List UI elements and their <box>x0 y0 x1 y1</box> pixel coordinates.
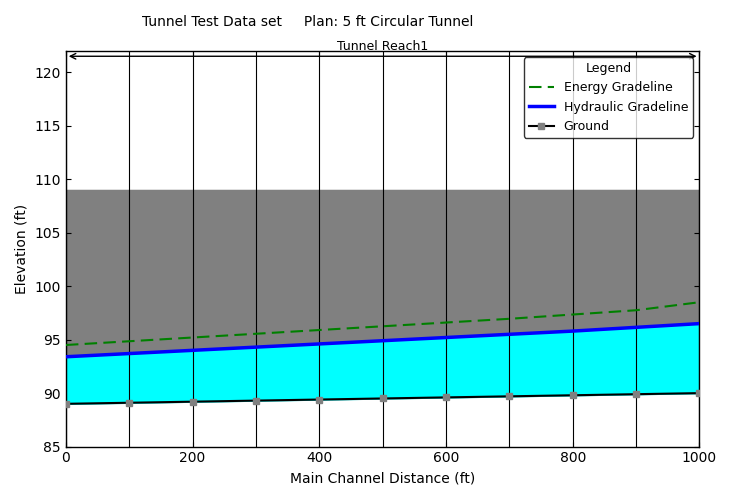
Line: Energy Gradeline: Energy Gradeline <box>66 302 700 345</box>
Energy Gradeline <box>568 312 577 318</box>
Energy Gradeline <box>505 316 514 322</box>
Line: Ground: Ground <box>62 390 703 407</box>
Line: Hydraulic Gradeline: Hydraulic Gradeline <box>66 324 700 357</box>
Ground <box>188 398 197 404</box>
Hydraulic Gradeline <box>695 320 704 326</box>
Energy Gradeline <box>252 331 261 337</box>
Ground <box>315 396 324 402</box>
Energy Gradeline <box>632 307 640 313</box>
Energy Gradeline <box>125 338 134 344</box>
Hydraulic Gradeline <box>252 344 261 350</box>
Energy Gradeline <box>378 324 387 330</box>
Text: Tunnel Test Data set     Plan: 5 ft Circular Tunnel: Tunnel Test Data set Plan: 5 ft Circular… <box>142 15 473 29</box>
Ground <box>632 391 640 397</box>
Ground <box>505 394 514 400</box>
Energy Gradeline <box>315 327 324 333</box>
Hydraulic Gradeline <box>315 341 324 347</box>
Ground <box>252 398 261 404</box>
Hydraulic Gradeline <box>568 328 577 334</box>
Ground <box>378 396 387 402</box>
Hydraulic Gradeline <box>378 338 387 344</box>
Energy Gradeline <box>188 334 197 340</box>
Ground <box>695 390 704 396</box>
Ground <box>568 392 577 398</box>
Energy Gradeline <box>695 299 704 305</box>
Ground <box>441 394 450 400</box>
Text: Tunnel Reach1: Tunnel Reach1 <box>337 40 428 53</box>
Hydraulic Gradeline <box>441 334 450 340</box>
Legend: Energy Gradeline, Hydraulic Gradeline, Ground: Energy Gradeline, Hydraulic Gradeline, G… <box>523 57 693 138</box>
Ground <box>61 401 70 407</box>
Ground <box>125 400 134 406</box>
X-axis label: Main Channel Distance (ft): Main Channel Distance (ft) <box>290 471 475 485</box>
Hydraulic Gradeline <box>632 324 640 330</box>
Hydraulic Gradeline <box>125 350 134 356</box>
Hydraulic Gradeline <box>188 348 197 354</box>
Energy Gradeline <box>441 320 450 326</box>
Y-axis label: Elevation (ft): Elevation (ft) <box>15 204 29 294</box>
Hydraulic Gradeline <box>61 354 70 360</box>
Energy Gradeline <box>61 342 70 348</box>
Hydraulic Gradeline <box>505 332 514 338</box>
